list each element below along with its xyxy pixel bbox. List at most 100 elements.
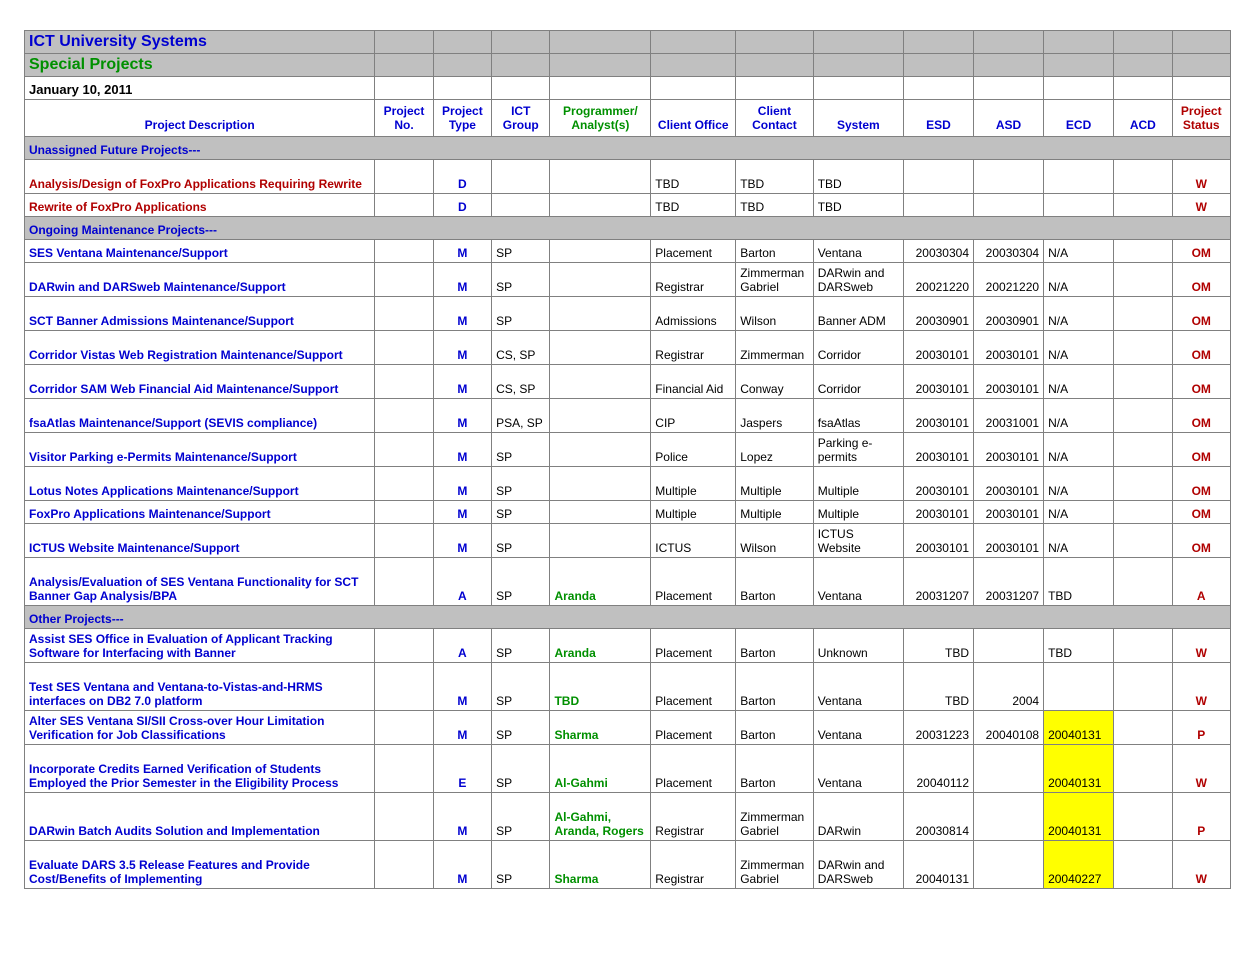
cell-office: Registrar: [651, 263, 736, 297]
cell-no: [375, 467, 433, 501]
cell-status: W: [1172, 194, 1231, 217]
cell-contact: Zimmerman Gabriel: [736, 793, 813, 841]
cell-no: [375, 160, 433, 194]
cell-asd: [974, 629, 1044, 663]
cell-contact: Barton: [736, 745, 813, 793]
cell-system: Ventana: [813, 558, 903, 606]
cell-status: W: [1172, 629, 1231, 663]
cell-group: SP: [492, 467, 550, 501]
cell-contact: Multiple: [736, 467, 813, 501]
cell-analyst: [550, 365, 651, 399]
cell-acd: [1114, 240, 1172, 263]
col-system: System: [813, 100, 903, 137]
cell-contact: Barton: [736, 629, 813, 663]
cell-acd: [1114, 841, 1172, 889]
cell-group: SP: [492, 501, 550, 524]
cell-desc: SES Ventana Maintenance/Support: [25, 240, 375, 263]
cell-ecd: 20040131: [1044, 711, 1114, 745]
cell-no: [375, 297, 433, 331]
cell-status: OM: [1172, 501, 1231, 524]
cell-office: Placement: [651, 663, 736, 711]
cell-acd: [1114, 365, 1172, 399]
cell-analyst: [550, 240, 651, 263]
cell-desc: ICTUS Website Maintenance/Support: [25, 524, 375, 558]
cell-group: [492, 194, 550, 217]
cell-office: Placement: [651, 711, 736, 745]
cell-desc: SCT Banner Admissions Maintenance/Suppor…: [25, 297, 375, 331]
cell-desc: Corridor Vistas Web Registration Mainten…: [25, 331, 375, 365]
cell-ecd: N/A: [1044, 240, 1114, 263]
title-line-1: ICT University Systems: [25, 31, 375, 54]
cell-office: Registrar: [651, 331, 736, 365]
cell-system: Banner ADM: [813, 297, 903, 331]
cell-system: Corridor: [813, 365, 903, 399]
cell-ptype: M: [433, 501, 491, 524]
cell-ptype: M: [433, 263, 491, 297]
cell-office: Registrar: [651, 793, 736, 841]
cell-status: OM: [1172, 524, 1231, 558]
cell-asd: 20030101: [974, 501, 1044, 524]
cell-asd: [974, 745, 1044, 793]
cell-ptype: M: [433, 841, 491, 889]
cell-ptype: M: [433, 467, 491, 501]
cell-group: SP: [492, 711, 550, 745]
cell-acd: [1114, 399, 1172, 433]
cell-contact: Zimmerman Gabriel: [736, 263, 813, 297]
cell-analyst: [550, 160, 651, 194]
cell-system: DARwin and DARSweb: [813, 263, 903, 297]
cell-desc: Corridor SAM Web Financial Aid Maintenan…: [25, 365, 375, 399]
cell-asd: [974, 194, 1044, 217]
cell-system: TBD: [813, 194, 903, 217]
cell-desc: Visitor Parking e-Permits Maintenance/Su…: [25, 433, 375, 467]
cell-acd: [1114, 194, 1172, 217]
cell-desc: Evaluate DARS 3.5 Release Features and P…: [25, 841, 375, 889]
cell-ecd: N/A: [1044, 331, 1114, 365]
cell-asd: 20030101: [974, 365, 1044, 399]
cell-ecd: [1044, 663, 1114, 711]
cell-office: Police: [651, 433, 736, 467]
cell-analyst: [550, 297, 651, 331]
cell-no: [375, 365, 433, 399]
col-esd: ESD: [903, 100, 973, 137]
cell-contact: Zimmerman Gabriel: [736, 841, 813, 889]
cell-contact: Wilson: [736, 524, 813, 558]
cell-group: SP: [492, 524, 550, 558]
cell-group: SP: [492, 433, 550, 467]
cell-office: Placement: [651, 745, 736, 793]
cell-ecd: N/A: [1044, 263, 1114, 297]
cell-ptype: E: [433, 745, 491, 793]
cell-system: Ventana: [813, 240, 903, 263]
cell-contact: Barton: [736, 711, 813, 745]
cell-ecd: N/A: [1044, 467, 1114, 501]
cell-desc: DARwin and DARSweb Maintenance/Support: [25, 263, 375, 297]
cell-desc: FoxPro Applications Maintenance/Support: [25, 501, 375, 524]
cell-analyst: Al-Gahmi, Aranda, Rogers: [550, 793, 651, 841]
cell-no: [375, 433, 433, 467]
cell-system: ICTUS Website: [813, 524, 903, 558]
cell-acd: [1114, 745, 1172, 793]
cell-acd: [1114, 663, 1172, 711]
cell-contact: Barton: [736, 240, 813, 263]
cell-esd: TBD: [903, 629, 973, 663]
cell-group: SP: [492, 297, 550, 331]
cell-status: OM: [1172, 240, 1231, 263]
cell-office: Placement: [651, 240, 736, 263]
cell-esd: 20030101: [903, 501, 973, 524]
cell-group: SP: [492, 558, 550, 606]
cell-analyst: [550, 399, 651, 433]
cell-esd: 20030901: [903, 297, 973, 331]
cell-contact: Wilson: [736, 297, 813, 331]
cell-office: Registrar: [651, 841, 736, 889]
col-desc: Project Description: [25, 100, 375, 137]
cell-ecd: TBD: [1044, 558, 1114, 606]
cell-no: [375, 524, 433, 558]
cell-esd: 20040131: [903, 841, 973, 889]
col-no: Project No.: [375, 100, 433, 137]
col-group: ICT Group: [492, 100, 550, 137]
projects-table: ICT University SystemsSpecial ProjectsJa…: [24, 30, 1231, 889]
cell-status: W: [1172, 160, 1231, 194]
cell-acd: [1114, 711, 1172, 745]
cell-office: Placement: [651, 629, 736, 663]
cell-acd: [1114, 793, 1172, 841]
cell-esd: 20030101: [903, 365, 973, 399]
